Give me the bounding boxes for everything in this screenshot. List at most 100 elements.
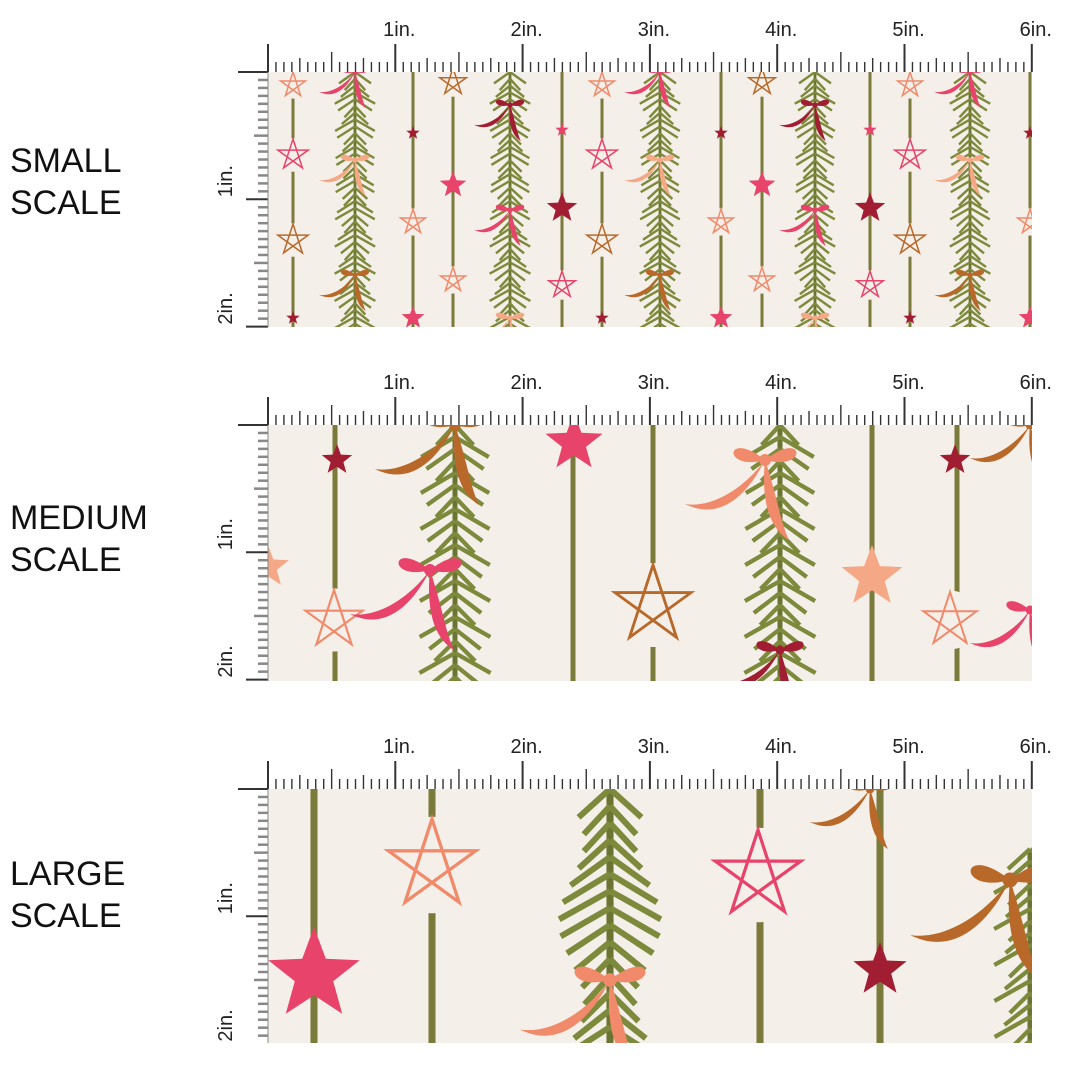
bow-knot — [603, 973, 617, 987]
bow-tail — [934, 72, 970, 95]
bow-loop — [756, 641, 780, 652]
pine-branch — [951, 125, 989, 139]
pine-branch — [798, 254, 832, 268]
pine-branch — [639, 234, 681, 248]
bow-loop — [1030, 425, 1032, 426]
filled-star-icon — [286, 311, 300, 324]
bow-loop — [355, 72, 367, 73]
ribbon-bow-icon — [495, 312, 525, 327]
pine-branch — [646, 139, 674, 153]
ruler-label: 2in. — [215, 1009, 237, 1041]
pine-branch — [502, 322, 518, 327]
pine-branch — [802, 166, 828, 180]
bow-loop — [970, 865, 1010, 883]
star-backing — [585, 223, 619, 257]
bow-knot — [967, 272, 973, 278]
filled-star-icon — [709, 306, 733, 327]
pine-branch — [418, 579, 492, 603]
bow-knot — [352, 72, 358, 75]
pine-garland — [334, 72, 376, 327]
pine-branch — [1008, 991, 1032, 1015]
pine-branch — [426, 519, 484, 543]
pine-branch — [338, 72, 372, 85]
star-backing — [1016, 208, 1032, 236]
pine-branch — [568, 854, 652, 888]
pine-branch — [648, 193, 672, 207]
bow-loop — [430, 558, 462, 573]
bow-knot — [967, 72, 973, 75]
bow-tail — [814, 105, 826, 141]
outline-star-icon — [710, 824, 806, 916]
bow-knot — [449, 425, 461, 431]
bow-loop — [815, 204, 830, 211]
pine-branch — [743, 579, 817, 603]
bow-tail — [739, 650, 780, 681]
filled-star-icon — [321, 444, 353, 473]
pine-branch — [648, 302, 672, 316]
outline-star-icon — [746, 72, 778, 96]
filled-star-icon — [439, 171, 467, 197]
pine-branch — [760, 425, 800, 447]
ribbon-bow-icon — [970, 425, 1032, 463]
bow-tail — [1029, 425, 1032, 462]
bow-tail — [319, 160, 355, 183]
ruler-label: 5in. — [892, 19, 924, 41]
pine-branch — [419, 543, 491, 567]
ruler-label: 2in. — [215, 645, 237, 677]
pine-branch — [799, 281, 831, 296]
bow-tail — [520, 980, 610, 1036]
pine-branch — [334, 261, 376, 275]
large-scale-swatch: 1in. 2in. 3in. 4in. 5in. 6in. 1in. 2in. — [215, 736, 1052, 1043]
bow-tail — [659, 275, 671, 311]
bow-knot — [812, 315, 818, 321]
filled-star-icon — [863, 123, 877, 136]
pine-branch — [759, 567, 801, 591]
pine-branch — [336, 125, 374, 139]
bow-tail — [659, 160, 671, 196]
pine-branch — [434, 531, 476, 555]
pine-branch — [801, 139, 829, 153]
pine-garland — [949, 72, 991, 327]
label-line: LARGE — [10, 855, 126, 893]
filled-star-icon — [546, 192, 578, 221]
pine-branch — [648, 247, 672, 261]
bow-tail — [429, 570, 454, 650]
pine-branch — [958, 302, 982, 316]
ruler-label: 5in. — [892, 372, 924, 394]
bow-loop — [850, 789, 870, 791]
pine-branch — [343, 193, 367, 207]
bow-loop — [815, 99, 830, 106]
pine-branch — [803, 193, 827, 207]
pine-branch — [648, 220, 672, 234]
outline-star-icon — [546, 268, 578, 299]
pine-branch — [993, 979, 1032, 1003]
bow-tail — [779, 210, 815, 233]
star-backing — [920, 590, 980, 650]
bow-tail — [319, 275, 355, 298]
pine-branch — [559, 905, 661, 939]
ruler-label: 1in. — [383, 736, 415, 758]
pine-branch — [803, 247, 827, 261]
bow-loop — [765, 448, 797, 463]
bow-knot — [865, 789, 875, 794]
medium-scale-label: MEDIUM SCALE — [10, 497, 148, 581]
star-backing — [747, 72, 777, 97]
ruler-label: 3in. — [638, 736, 670, 758]
filled-star-icon — [401, 306, 425, 327]
pine-branch — [340, 111, 370, 126]
pine-branch — [950, 145, 990, 160]
outline-star-icon — [610, 560, 696, 642]
pine-branch — [643, 72, 677, 85]
bow-tail — [608, 980, 628, 1043]
pine-branch — [955, 241, 985, 255]
bow-tail — [910, 880, 1010, 942]
star-backing — [279, 72, 307, 99]
bow-loop — [800, 204, 815, 211]
pine-branch — [645, 111, 675, 126]
pine-branch — [648, 132, 672, 146]
bow-knot — [775, 645, 785, 655]
bow-tail — [1029, 610, 1032, 647]
star-backing — [611, 563, 695, 647]
bow-knot — [507, 102, 513, 108]
pine-branch — [497, 159, 523, 173]
